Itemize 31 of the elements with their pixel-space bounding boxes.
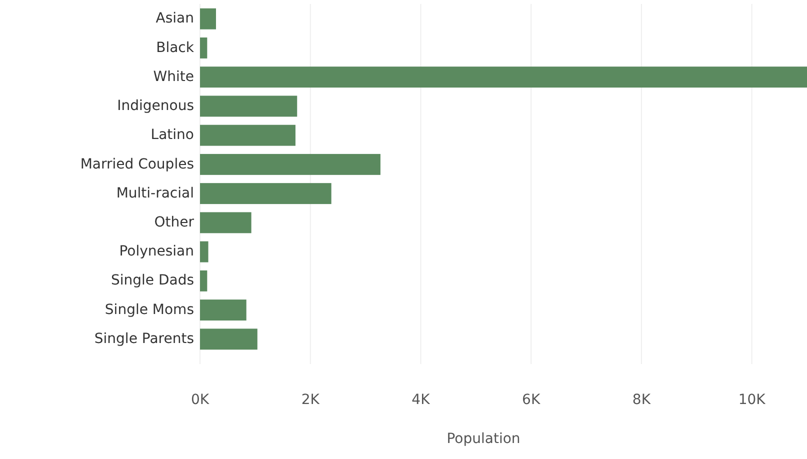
y-tick-label: Single Parents	[94, 330, 194, 347]
x-axis-title: Population	[446, 431, 520, 447]
y-tick-label: Black	[156, 40, 195, 56]
y-tick-label: Latino	[150, 127, 194, 144]
y-tick-label: Multi-racial	[116, 185, 194, 202]
x-tick-label: 10K	[738, 392, 766, 408]
bar	[200, 66, 807, 88]
bar	[200, 328, 258, 350]
y-tick-label: Polynesian	[119, 244, 194, 260]
y-tick-label: Other	[154, 214, 194, 231]
y-tick-label: Married Couples	[80, 156, 194, 172]
y-tick-label: Asian	[156, 10, 194, 27]
bar	[200, 124, 296, 146]
y-tick-label: Single Dads	[110, 272, 194, 289]
y-tick-label: White	[153, 68, 194, 85]
bar	[200, 300, 246, 321]
y-tick-label: Indigenous	[117, 98, 194, 114]
x-tick-label: 6K	[522, 392, 541, 408]
bar	[200, 96, 298, 117]
bar	[200, 241, 208, 262]
bar	[200, 212, 252, 234]
bar	[200, 154, 380, 175]
y-tick-label: Single Moms	[104, 302, 194, 318]
bar	[200, 37, 208, 58]
bar	[200, 270, 208, 292]
x-tick-label: 2K	[301, 392, 320, 408]
x-tick-label: 4K	[412, 392, 431, 408]
x-tick-label: 8K	[632, 392, 652, 408]
bar	[200, 183, 332, 204]
bar	[200, 8, 216, 30]
x-tick-label: 0K	[190, 392, 210, 408]
